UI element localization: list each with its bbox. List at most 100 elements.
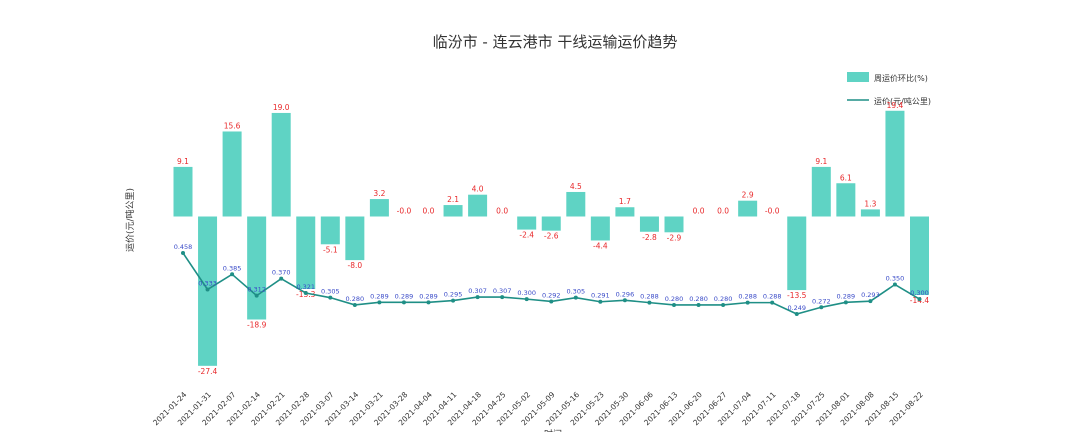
price-label-2021-06-27: 0.280 [714, 295, 733, 303]
bar-label-2021-04-25: 0.0 [496, 207, 508, 216]
bar-2021-05-16 [566, 191, 586, 217]
price-label-2021-02-28: 0.321 [296, 283, 315, 291]
price-label-2021-03-21: 0.289 [370, 292, 389, 300]
price-label-2021-05-02: 0.300 [517, 289, 536, 297]
bar-label-2021-06-13: -2.9 [667, 233, 682, 242]
bar-label-2021-04-11: 2.1 [447, 195, 459, 204]
price-point-2021-02-21 [279, 276, 284, 281]
price-label-2021-06-20: 0.280 [689, 295, 708, 303]
bar-2021-03-07 [320, 216, 340, 245]
bar-label-2021-06-27: 0.0 [717, 207, 729, 216]
bar-2021-04-18 [468, 194, 488, 217]
price-point-2021-04-18 [475, 295, 480, 300]
bar-label-2021-02-07: 15.6 [224, 121, 241, 130]
bar-label-2021-03-14: -8.0 [348, 261, 363, 270]
price-label-2021-04-18: 0.307 [468, 287, 487, 295]
price-label-2021-04-04: 0.289 [419, 292, 438, 300]
price-point-2021-02-28 [303, 290, 308, 295]
bar-label-2021-03-21: 3.2 [373, 189, 385, 198]
price-point-2021-06-20 [696, 302, 701, 307]
bar-label-2021-06-06: -2.8 [642, 233, 657, 242]
bar-label-2021-07-11: -0.0 [765, 207, 780, 216]
bar-label-2021-01-31: -27.4 [198, 367, 218, 376]
legend-bar-swatch [847, 72, 869, 82]
price-point-2021-03-21 [377, 300, 382, 305]
bar-2021-08-08 [860, 209, 880, 217]
price-line [182, 252, 920, 315]
price-point-2021-06-13 [672, 302, 676, 307]
bar-2021-03-14 [345, 216, 365, 261]
bar-label-2021-07-04: 2.9 [742, 191, 754, 200]
price-point-2021-07-04 [745, 300, 750, 305]
bar-2021-08-22 [910, 216, 929, 295]
bar-2021-03-21 [369, 199, 389, 217]
price-point-2021-05-16 [573, 295, 578, 300]
price-point-2021-04-11 [451, 298, 456, 303]
bar-2021-05-09 [541, 216, 561, 231]
bar-label-2021-08-08: 1.3 [864, 199, 876, 208]
chart-title: 临汾市 - 连云港市 干线运输运价趋势 [433, 33, 678, 51]
bar-2021-08-01 [836, 183, 856, 217]
bar-label-2021-06-20: 0.0 [693, 207, 705, 216]
price-label-2021-07-11: 0.288 [763, 293, 782, 301]
y-axis-label: 运价(元/吨公里) [124, 188, 136, 252]
price-label-2021-04-11: 0.295 [444, 291, 463, 299]
price-point-2021-08-01 [843, 300, 848, 305]
bar-label-2021-04-18: 4.0 [472, 185, 484, 194]
bar-label-2021-04-04: 0.0 [423, 207, 435, 216]
legend: 周运价环比(%) 运价(元/吨公里) [847, 72, 931, 106]
bar-2021-05-02 [517, 216, 537, 230]
price-label-2021-08-08: 0.293 [861, 291, 880, 299]
bar-label-2021-07-18: -13.5 [787, 291, 807, 300]
price-label-2021-03-07: 0.305 [321, 288, 340, 296]
bar-2021-01-24 [173, 166, 193, 217]
price-label-2021-04-25: 0.307 [493, 287, 512, 295]
bar-2021-07-04 [738, 200, 758, 217]
price-point-2021-01-24 [181, 251, 185, 255]
price-point-2021-02-14 [254, 293, 259, 298]
price-point-2021-06-06 [647, 300, 652, 305]
price-label-2021-08-01: 0.289 [837, 292, 856, 300]
bar-label-2021-02-14: -18.9 [247, 321, 267, 330]
bar-label-2021-08-15: 19.4 [887, 101, 904, 110]
price-label-2021-08-22: 0.300 [910, 289, 929, 297]
price-label-2021-01-31: 0.333 [198, 279, 217, 287]
bar-label-2021-05-30: 1.7 [619, 197, 631, 206]
price-label-2021-05-09: 0.292 [542, 291, 561, 299]
bar-label-2021-02-21: 19.0 [273, 103, 290, 112]
price-label-2021-06-06: 0.288 [640, 293, 659, 301]
bar-2021-02-28 [296, 216, 316, 289]
bar-label-2021-08-01: 6.1 [840, 173, 852, 182]
price-label-2021-02-14: 0.312 [247, 286, 266, 294]
bar-2021-02-21 [271, 112, 291, 217]
price-point-2021-05-23 [598, 299, 603, 304]
price-label-2021-07-04: 0.288 [738, 293, 757, 301]
price-label-2021-05-23: 0.291 [591, 292, 610, 300]
price-point-2021-03-14 [352, 302, 357, 307]
bar-2021-08-15 [885, 110, 905, 217]
bar-2021-07-25 [811, 166, 831, 217]
bar-2021-02-14 [247, 216, 267, 320]
bar-label-2021-05-23: -4.4 [593, 241, 608, 250]
price-point-2021-03-28 [401, 300, 406, 305]
price-point-2021-07-11 [770, 300, 775, 305]
bar-2021-07-18 [787, 216, 807, 291]
bar-label-2021-05-09: -2.6 [544, 232, 559, 241]
price-label-2021-08-15: 0.350 [886, 275, 905, 283]
price-label-2021-07-25: 0.272 [812, 297, 831, 305]
price-label-2021-02-21: 0.370 [272, 269, 291, 277]
price-point-2021-06-27 [721, 302, 726, 307]
price-point-2021-05-09 [549, 299, 554, 304]
price-point-2021-07-18 [794, 312, 799, 316]
price-point-2021-04-04 [426, 300, 431, 305]
bar-label-2021-05-02: -2.4 [519, 231, 534, 240]
bar-2021-02-07 [222, 131, 242, 217]
bar-2021-06-13 [664, 216, 684, 233]
price-label-2021-03-14: 0.280 [346, 295, 365, 303]
bar-2021-05-30 [615, 207, 635, 217]
bar-label-2021-01-24: 9.1 [177, 157, 189, 166]
price-point-2021-03-07 [328, 295, 333, 300]
bar-label-2021-07-25: 9.1 [815, 157, 827, 166]
bar-label-2021-05-16: 4.5 [570, 182, 582, 191]
